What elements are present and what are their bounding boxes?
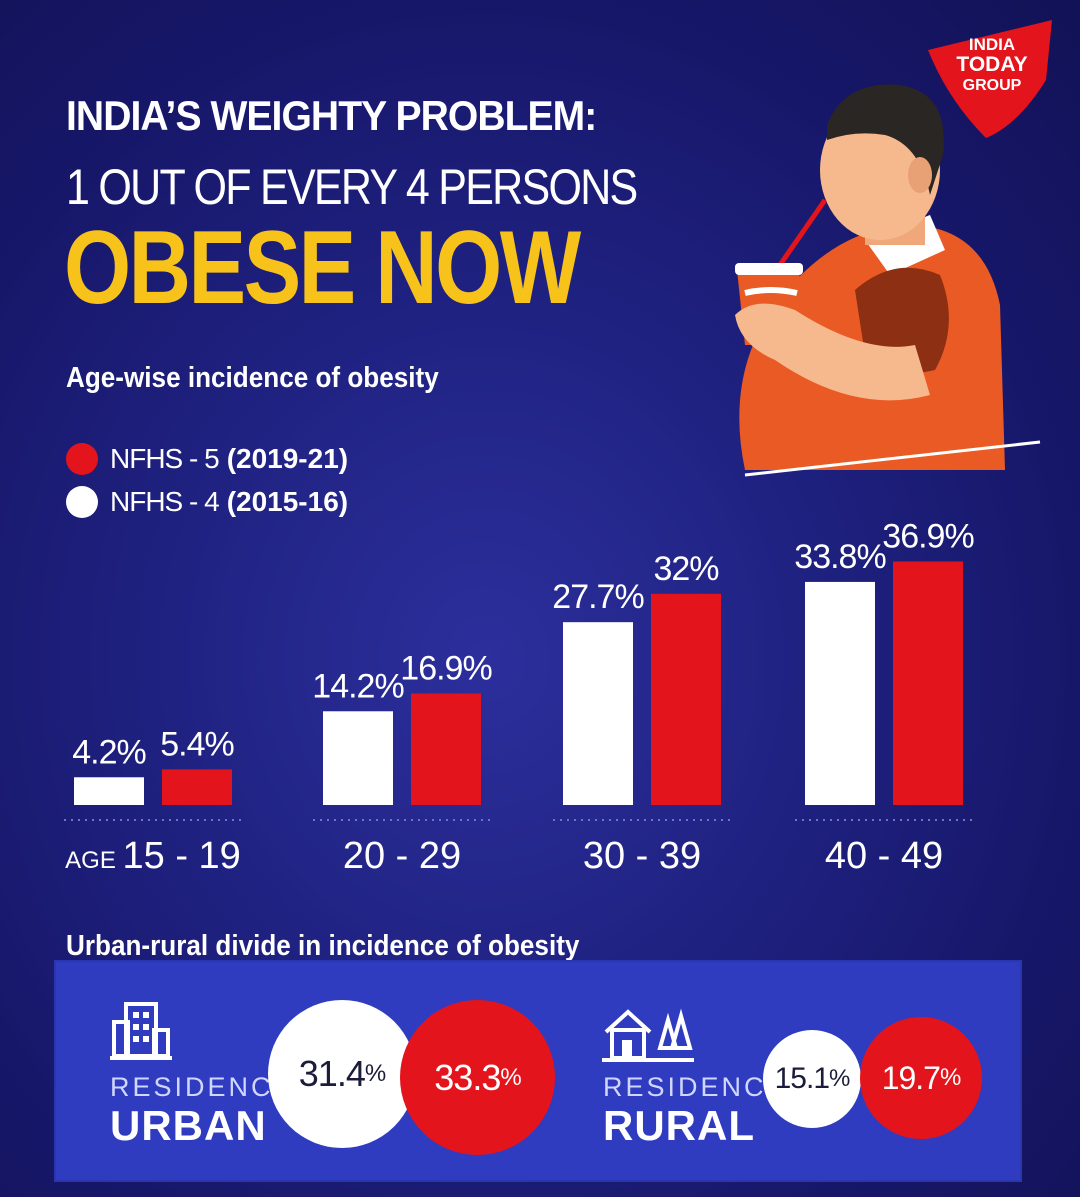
chart-title: Age-wise incidence of obesity	[66, 362, 439, 394]
unit: %	[829, 1065, 850, 1092]
rural-nfhs4-value: 15.1	[774, 1062, 830, 1095]
bar-nfhs5	[162, 769, 232, 805]
unit: %	[939, 1064, 961, 1091]
bar-nfhs5	[651, 593, 721, 805]
headline-line-2: 1 OUT OF EVERY 4 PERSONS	[66, 159, 638, 215]
urban-nfhs5-circle: 33.3%	[400, 1000, 555, 1155]
logo-line-1: INDIA	[969, 35, 1015, 54]
bar-nfhs4	[563, 622, 633, 805]
legend-item-nfhs4: NFHS - 4 (2015-16)	[66, 485, 348, 519]
headline-line-3: OBESE NOW	[64, 210, 581, 326]
urban-nfhs5-value: 33.3	[434, 1056, 501, 1098]
category-label: 40 - 49	[825, 835, 943, 877]
category-label: AGE 15 - 19	[65, 835, 241, 877]
unit: %	[364, 1060, 386, 1087]
category-value: 15 - 19	[123, 835, 241, 877]
age-bar-chart: 4.2% 5.4% AGE 15 - 19 14.2%16.9% 20 - 29 27.7…	[64, 517, 975, 877]
urban-nfhs4-value: 31.4	[298, 1053, 366, 1094]
bar-nfhs5	[411, 693, 481, 805]
unit: %	[500, 1063, 521, 1091]
urban-residence-label: RESIDENCE	[110, 1072, 295, 1102]
urban-nfhs4-circle: 31.4%	[268, 1000, 416, 1148]
bar-nfhs4	[323, 711, 393, 805]
category-label: 30 - 39	[583, 835, 701, 877]
data-label: 36.9%	[882, 517, 974, 555]
category-value: 40 - 49	[825, 835, 943, 877]
house-trees-icon	[602, 1008, 694, 1069]
rural-residence-label: RESIDENCE	[603, 1072, 788, 1102]
category-label: 20 - 29	[343, 835, 461, 877]
legend-swatch-red	[66, 443, 98, 475]
legend-label: NFHS - 5	[110, 443, 220, 474]
rural-label: RURAL	[603, 1102, 755, 1149]
category-value: 20 - 29	[343, 835, 461, 877]
category-value: 30 - 39	[583, 835, 701, 877]
data-label: 33.8%	[794, 538, 886, 576]
data-label: 16.9%	[400, 649, 492, 687]
logo-line-2: TODAY	[956, 53, 1027, 76]
urban-label: URBAN	[110, 1102, 267, 1149]
rural-nfhs4-circle: 15.1%	[763, 1030, 861, 1128]
data-label: 32%	[653, 550, 719, 588]
data-label: 5.4%	[160, 725, 234, 763]
legend-years: (2019-21)	[226, 443, 349, 474]
legend-years: (2015-16)	[226, 486, 349, 517]
data-label: 4.2%	[72, 733, 146, 771]
bar-nfhs4	[805, 581, 875, 805]
man-drinking-soda-illustration	[715, 75, 1045, 485]
legend-item-nfhs5: NFHS - 5 (2019-21)	[66, 442, 348, 476]
building-icon	[110, 1000, 172, 1067]
logo-line-3: GROUP	[963, 77, 1022, 94]
bar-nfhs4	[74, 777, 144, 805]
data-label: 27.7%	[552, 578, 644, 616]
headline-line-1: INDIA’S WEIGHTY PROBLEM:	[66, 92, 597, 139]
legend-label: NFHS - 4	[110, 486, 220, 517]
rural-nfhs5-circle: 19.7%	[860, 1017, 982, 1139]
category-prefix: AGE	[65, 847, 122, 874]
rural-nfhs5-value: 19.7	[881, 1059, 941, 1096]
urban-rural-title: Urban-rural divide in incidence of obesi…	[66, 930, 580, 962]
india-today-group-logo: INDIA TODAY GROUP	[928, 20, 1052, 138]
bar-nfhs5	[893, 561, 963, 805]
legend-swatch-white	[66, 486, 98, 518]
data-label: 14.2%	[312, 667, 404, 705]
